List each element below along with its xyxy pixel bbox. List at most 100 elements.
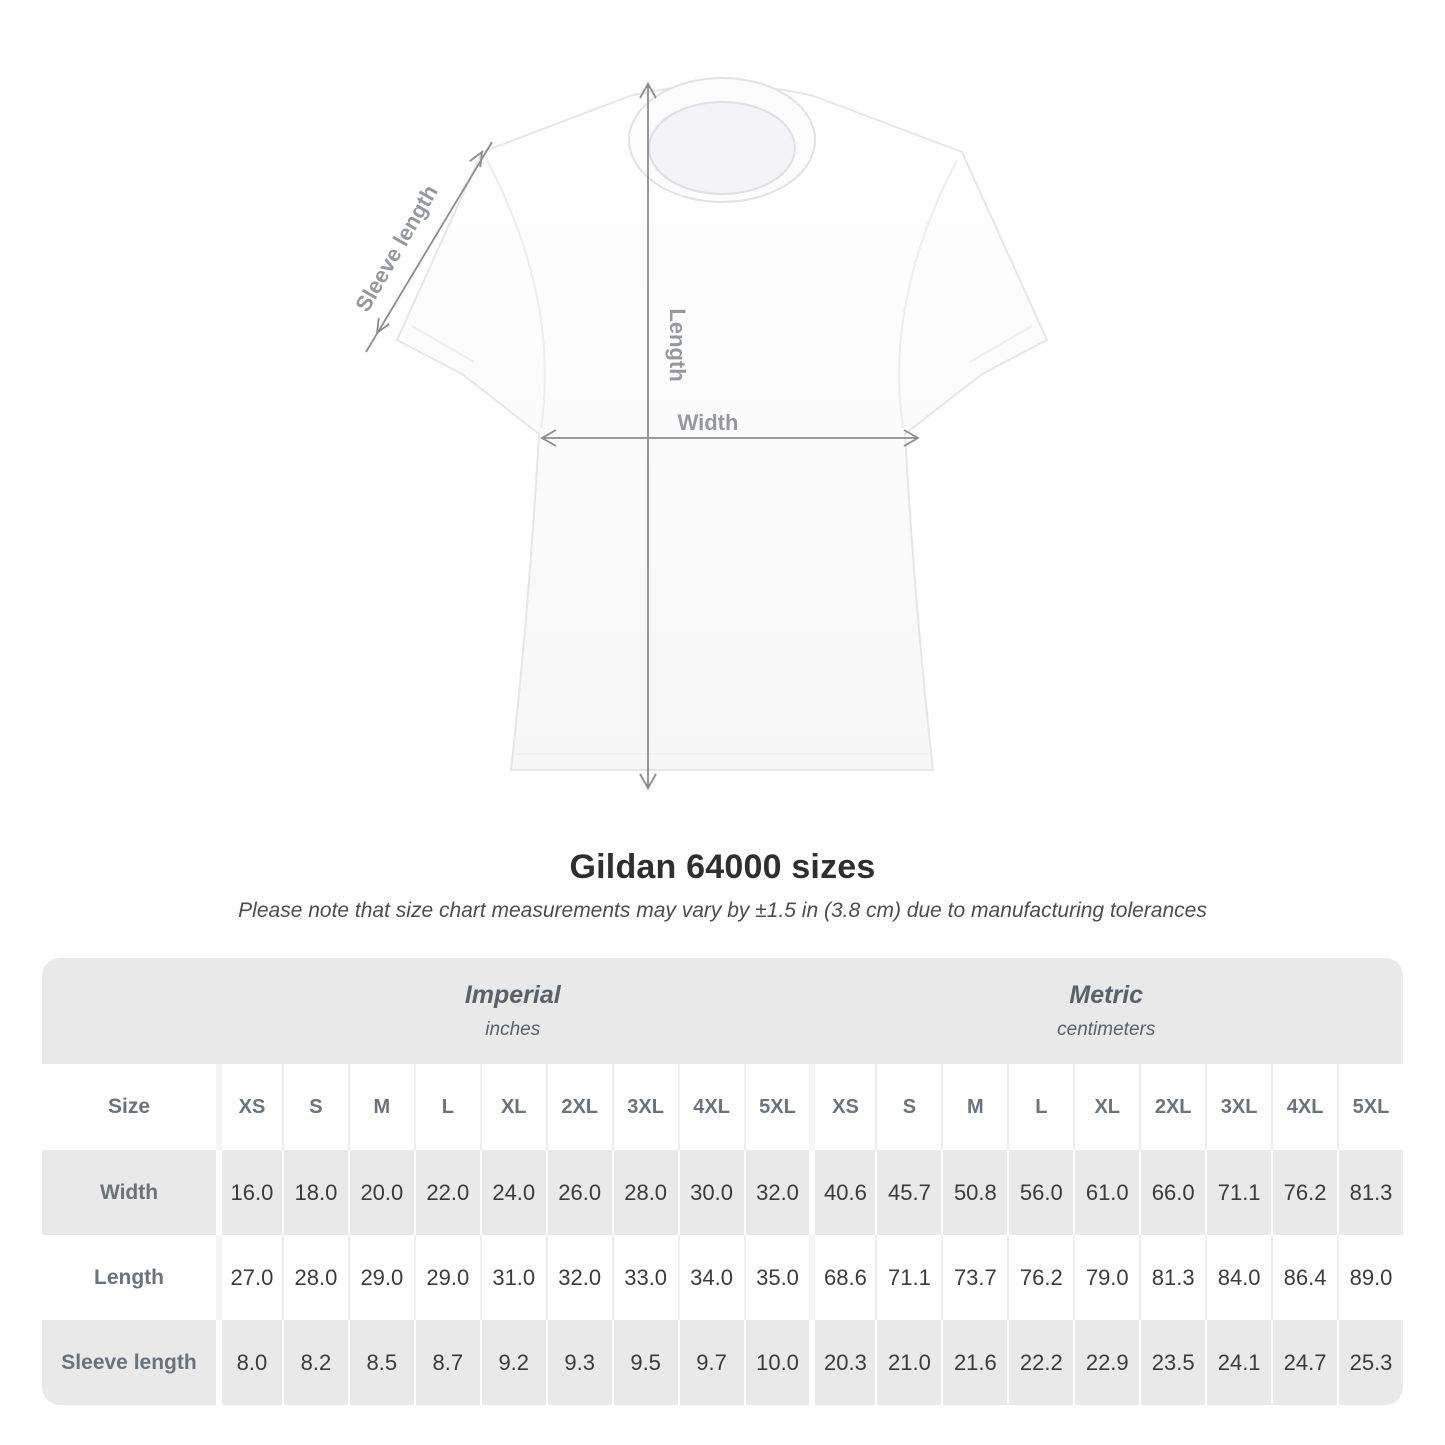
value-cell: 16.0 [216, 1150, 282, 1235]
value-cell: 26.0 [545, 1150, 612, 1235]
row-label-width: Width [99, 1180, 159, 1204]
value-cell: 25.3 [1337, 1320, 1403, 1405]
value-cell: 9.5 [611, 1320, 678, 1405]
value-cell: 79.0 [1073, 1235, 1139, 1320]
value-cell: 81.3 [1337, 1150, 1403, 1235]
value-cell: 35.0 [743, 1235, 810, 1320]
value-cell: 34.0 [677, 1235, 744, 1320]
width-arrow [540, 429, 920, 447]
value-cell: 9.2 [479, 1320, 546, 1405]
value-cell: 29.0 [347, 1235, 414, 1320]
size-header-cell: 4XL [1271, 1064, 1337, 1150]
value-cell: 40.6 [809, 1150, 875, 1235]
tshirt-sleeve-hem-right [969, 325, 1033, 363]
size-header-cell: XS [809, 1064, 875, 1150]
value-cell: 86.4 [1271, 1235, 1337, 1320]
value-cell: 89.0 [1337, 1235, 1403, 1320]
value-cell: 50.8 [941, 1150, 1007, 1235]
size-header-cell: 5XL [743, 1064, 810, 1150]
size-header-cell: XL [1073, 1064, 1139, 1150]
value-cell: 22.0 [413, 1150, 480, 1235]
tolerance-note: Please note that size chart measurements… [238, 899, 1207, 922]
value-cell: 21.6 [941, 1320, 1007, 1405]
value-cell: 28.0 [281, 1235, 348, 1320]
table-row-length: Length 27.0 28.0 29.0 29.0 31.0 32.0 33.0 34.0 3… [42, 1235, 1403, 1320]
value-cell: 27.0 [216, 1235, 282, 1320]
value-cell: 21.0 [875, 1320, 941, 1405]
length-arrow [639, 82, 657, 790]
value-cell: 20.0 [347, 1150, 414, 1235]
value-cell: 30.0 [677, 1150, 744, 1235]
size-chart-table: Imperial inches Metric centimeters Size … [42, 958, 1403, 1405]
value-cell: 9.7 [677, 1320, 744, 1405]
value-cell: 8.0 [216, 1320, 282, 1405]
metric-header-unit: centimeters [1057, 1019, 1156, 1040]
value-cell: 45.7 [875, 1150, 941, 1235]
length-label: Length [665, 308, 690, 381]
metric-header-name: Metric [1069, 981, 1144, 1009]
tshirt-sleeve-hem-left [411, 325, 475, 363]
value-cell: 71.1 [1205, 1150, 1271, 1235]
size-header-label: Size [107, 1095, 151, 1118]
value-cell: 20.3 [809, 1320, 875, 1405]
page-title: Gildan 64000 sizes [569, 848, 876, 886]
size-header-cell: 2XL [1139, 1064, 1205, 1150]
value-cell: 33.0 [611, 1235, 678, 1320]
value-cell: 23.5 [1139, 1320, 1205, 1405]
size-header-cell: M [347, 1064, 414, 1150]
value-cell: 24.1 [1205, 1320, 1271, 1405]
value-cell: 24.0 [479, 1150, 546, 1235]
size-header-cell: 2XL [545, 1064, 612, 1150]
value-cell: 73.7 [941, 1235, 1007, 1320]
size-header-cell: 3XL [1205, 1064, 1271, 1150]
imperial-header: Imperial inches [216, 958, 810, 1064]
row-label-length: Length [94, 1265, 164, 1289]
size-header-cell: M [941, 1064, 1007, 1150]
value-cell: 28.0 [611, 1150, 678, 1235]
size-header-cell: S [875, 1064, 941, 1150]
size-header-cell: S [281, 1064, 348, 1150]
value-cell: 22.9 [1073, 1320, 1139, 1405]
value-cell: 29.0 [413, 1235, 480, 1320]
size-header-cell: 4XL [677, 1064, 744, 1150]
units-header-row: Imperial inches Metric centimeters [42, 958, 1403, 1064]
value-cell: 32.0 [743, 1150, 810, 1235]
value-cell: 71.1 [875, 1235, 941, 1320]
value-cell: 9.3 [545, 1320, 612, 1405]
value-cell: 68.6 [809, 1235, 875, 1320]
imperial-header-unit: inches [485, 1019, 541, 1040]
value-cell: 8.2 [281, 1320, 348, 1405]
value-cell: 18.0 [281, 1150, 348, 1235]
value-cell: 61.0 [1073, 1150, 1139, 1235]
size-header-row: Size XS S M L XL 2XL 3XL 4XL 5XL XS S M L XL 2XL 3XL 4XL… [42, 1064, 1403, 1150]
value-cell: 10.0 [743, 1320, 810, 1405]
value-cell: 22.2 [1007, 1320, 1073, 1405]
tshirt-collar-inner [648, 101, 796, 195]
size-header-cell: XL [479, 1064, 546, 1150]
size-header-cell: 5XL [1337, 1064, 1403, 1150]
value-cell: 32.0 [545, 1235, 612, 1320]
metric-header: Metric centimeters [810, 958, 1404, 1064]
value-cell: 81.3 [1139, 1235, 1205, 1320]
value-cell: 84.0 [1205, 1235, 1271, 1320]
tshirt-graphic: Sleeve length Length Width [350, 77, 1048, 790]
value-cell: 8.7 [413, 1320, 480, 1405]
value-cell: 66.0 [1139, 1150, 1205, 1235]
size-header-cell: L [1007, 1064, 1073, 1150]
table-row-width: Width 16.0 18.0 20.0 22.0 24.0 26.0 28.0 30.0 32… [42, 1150, 1403, 1235]
imperial-header-name: Imperial [464, 981, 561, 1009]
width-label: Width [678, 410, 739, 435]
size-header-cell: L [413, 1064, 480, 1150]
size-header-cell: XS [216, 1064, 282, 1150]
value-cell: 24.7 [1271, 1320, 1337, 1405]
value-cell: 76.2 [1007, 1235, 1073, 1320]
table-row-sleeve-length: Sleeve length 8.0 8.2 8.5 8.7 9.2 9.3 9.5 9.7 10… [42, 1320, 1403, 1405]
tshirt-armhole-seam-right [898, 159, 958, 429]
row-label-sleeve-length: Sleeve length [61, 1350, 197, 1374]
size-header-cell: 3XL [611, 1064, 678, 1150]
value-cell: 8.5 [347, 1320, 414, 1405]
tshirt-armhole-seam-left [486, 159, 546, 429]
sleeve-length-arrow [365, 141, 493, 353]
value-cell: 76.2 [1271, 1150, 1337, 1235]
